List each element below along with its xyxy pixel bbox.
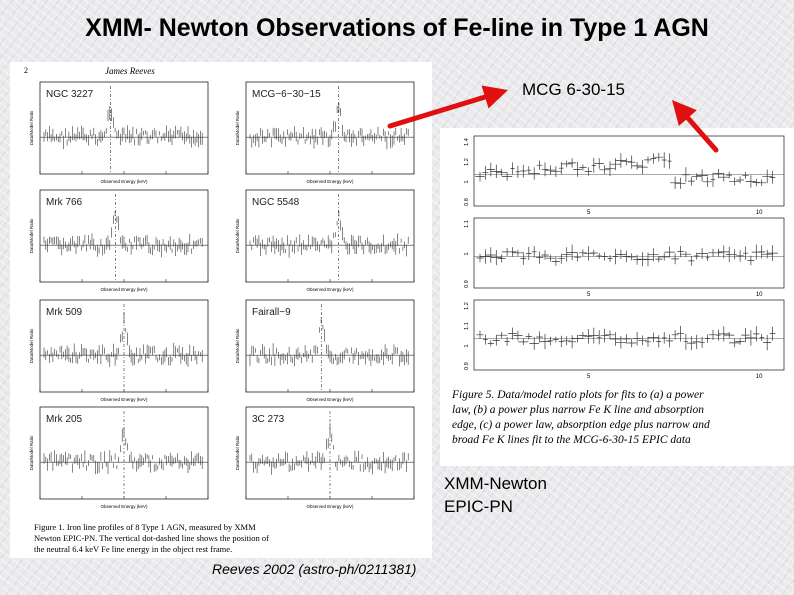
- panel-x-axis-label: Observed Energy (keV): [306, 397, 354, 402]
- line-profile-panel: Mrk 766 Data/Model Ratio Observed Energy (…: [29, 189, 209, 292]
- data-points: [249, 211, 409, 258]
- arrow-to-left-figure-label: [387, 85, 508, 129]
- citation: Reeves 2002 (astro-ph/0211381): [212, 561, 417, 577]
- panel-y-axis-label: Data/Model Ratio: [235, 218, 240, 253]
- panel-source-name: NGC 5548: [252, 197, 300, 208]
- panel-source-name: Fairall−9: [252, 307, 291, 318]
- data-points: [249, 317, 409, 367]
- panel-source-name: 3C 273: [252, 414, 285, 425]
- y-tick-label: 0.9: [464, 280, 470, 288]
- y-tick-label: 1.2: [464, 302, 470, 310]
- data-points: [475, 152, 776, 189]
- y-tick-label: 1.1: [464, 220, 470, 228]
- panel-y-axis-label: Data/Model Ratio: [235, 328, 240, 363]
- right-caption-line-4: broad Fe K lines fit to the MCG-6-30-15 …: [452, 434, 691, 446]
- panel-frame: [473, 299, 785, 371]
- panel-x-axis-label: Observed Energy (keV): [100, 179, 148, 184]
- panel-source-name: NGC 3227: [46, 89, 94, 100]
- line-profile-panel: Fairall−9 Data/Model Ratio Observed Energy…: [235, 299, 415, 402]
- line-profile-panel: Mrk 509 Data/Model Ratio Observed Energy (…: [29, 299, 209, 402]
- right-caption-line-2: law, (b) a power plus narrow Fe K line a…: [452, 404, 704, 416]
- y-tick-label: 0.9: [464, 362, 470, 370]
- arrow-head: [672, 100, 697, 126]
- right-caption-line-1: Figure 5. Data/model ratio plots for fit…: [451, 389, 704, 401]
- panel-x-axis-label: Observed Energy (keV): [100, 504, 148, 509]
- panel-x-axis-label: Observed Energy (keV): [306, 504, 354, 509]
- line-profile-panel: NGC 3227 Data/Model Ratio Observed Energy …: [29, 81, 209, 184]
- x-tick-label: 10: [756, 374, 763, 380]
- data-points: [249, 423, 409, 475]
- right-caption-line-3: edge, (c) a power law, absorption edge p…: [452, 419, 710, 431]
- panel-x-axis-label: Observed Energy (keV): [306, 287, 354, 292]
- panel-y-axis-label: Data/Model Ratio: [29, 218, 34, 253]
- x-tick-label: 10: [756, 210, 763, 216]
- target-label: MCG 6-30-15: [522, 80, 625, 99]
- panel-x-axis-label: Observed Energy (keV): [306, 179, 354, 184]
- ratio-plot-panel: 1.1 1 0.9 5 10: [464, 217, 785, 298]
- y-tick-label: 1.2: [464, 158, 470, 166]
- data-points: [476, 244, 778, 267]
- line-profile-panel: MCG−6−30−15 Data/Model Ratio Observed Ener…: [235, 81, 415, 184]
- arrow-head: [481, 85, 508, 109]
- data-points: [43, 211, 203, 258]
- x-tick-label: 5: [587, 210, 591, 216]
- iron-line-profiles-figure: 2 James Reeves NGC 3227 Data/Model Ratio O…: [10, 62, 432, 558]
- arrow-shaft: [685, 115, 719, 153]
- data-points: [43, 427, 203, 475]
- instrument-label-line-1: XMM-Newton: [444, 474, 547, 493]
- figure-running-head: James Reeves: [105, 66, 155, 76]
- panel-y-axis-label: Data/Model Ratio: [29, 328, 34, 363]
- y-tick-label: 0.8: [464, 198, 470, 206]
- data-points: [43, 312, 203, 367]
- slide-title: XMM- Newton Observations of Fe-line in T…: [85, 14, 709, 42]
- panel-frame: [473, 217, 785, 289]
- arrows-group: [387, 85, 719, 153]
- left-caption-line-2: Newton EPIC-PN. The vertical dot-dashed …: [34, 533, 269, 543]
- y-tick-label: 1.1: [464, 322, 470, 330]
- x-tick-label: 10: [756, 292, 763, 298]
- panel-y-axis-label: Data/Model Ratio: [29, 110, 34, 145]
- y-tick-label: 1.4: [464, 138, 470, 146]
- panel-frame: [473, 135, 785, 207]
- mcg-ratio-plots-figure: 1.4 1.2 1 0.8 5 10 1.1 1 0.9 5 10 1.2 1.1 1 0.9 5 10 Fig…: [440, 128, 794, 466]
- ratio-plot-panel: 1.4 1.2 1 0.8 5 10: [464, 135, 785, 216]
- arrow-shaft: [387, 94, 488, 129]
- y-tick-label: 1: [464, 252, 470, 255]
- x-tick-label: 5: [587, 292, 591, 298]
- left-panels-group: NGC 3227 Data/Model Ratio Observed Energy …: [29, 81, 415, 509]
- line-profile-panel: NGC 5548 Data/Model Ratio Observed Energy …: [235, 189, 415, 292]
- panel-source-name: Mrk 766: [46, 197, 83, 208]
- panel-y-axis-label: Data/Model Ratio: [235, 435, 240, 470]
- ratio-plot-panel: 1.2 1.1 1 0.9 5 10: [464, 299, 785, 380]
- figure-background: [10, 62, 432, 558]
- data-points: [249, 102, 409, 150]
- panel-x-axis-label: Observed Energy (keV): [100, 287, 148, 292]
- arrow-to-right-figure-label: [672, 100, 719, 153]
- panel-source-name: Mrk 205: [46, 414, 83, 425]
- left-caption-line-3: the neutral 6.4 keV Fe line energy in th…: [34, 544, 232, 554]
- figure-page-number: 2: [24, 66, 28, 75]
- x-tick-label: 5: [587, 374, 591, 380]
- left-caption-line-1: Figure 1. Iron line profiles of 8 Type 1…: [34, 522, 256, 532]
- right-panels-group: 1.4 1.2 1 0.8 5 10 1.1 1 0.9 5 10 1.2 1.1 1 0.9 5 10: [464, 135, 785, 380]
- panel-x-axis-label: Observed Energy (keV): [100, 397, 148, 402]
- panel-y-axis-label: Data/Model Ratio: [29, 435, 34, 470]
- panel-source-name: Mrk 509: [46, 307, 83, 318]
- y-tick-label: 1: [464, 344, 470, 347]
- instrument-label-line-2: EPIC-PN: [444, 497, 513, 516]
- panel-y-axis-label: Data/Model Ratio: [235, 110, 240, 145]
- data-points: [43, 106, 203, 150]
- line-profile-panel: 3C 273 Data/Model Ratio Observed Energy (k…: [235, 406, 415, 509]
- data-points: [476, 325, 776, 351]
- y-tick-label: 1: [464, 180, 470, 183]
- panel-source-name: MCG−6−30−15: [252, 89, 321, 100]
- line-profile-panel: Mrk 205 Data/Model Ratio Observed Energy (…: [29, 406, 209, 509]
